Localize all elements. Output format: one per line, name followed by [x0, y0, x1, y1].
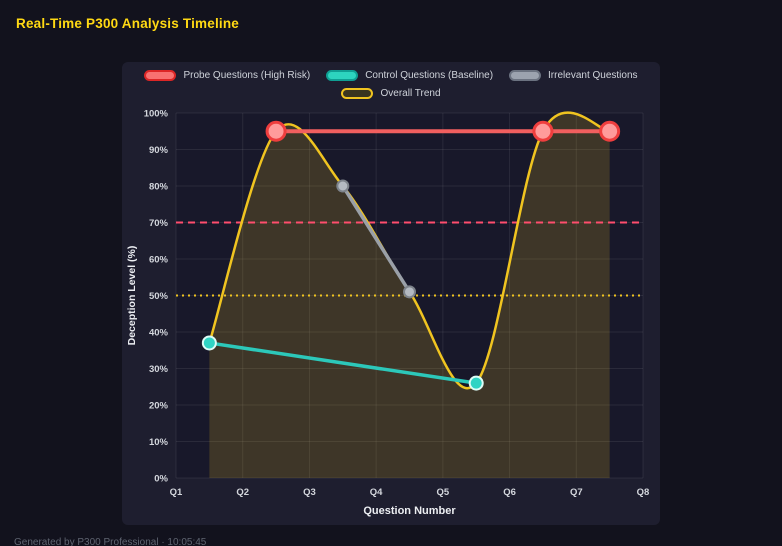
chart-legend: Probe Questions (High Risk) Control Quest… [122, 70, 660, 99]
irrelevant-data-point [403, 285, 416, 299]
x-tick-label: Q7 [570, 487, 583, 498]
irrelevant-line [341, 184, 412, 294]
legend-swatch-control [326, 70, 359, 81]
x-tick-label: Q6 [503, 487, 516, 498]
control-data-point [468, 375, 484, 391]
y-tick-label: 0% [154, 474, 168, 485]
legend-swatch-trend [341, 88, 374, 99]
legend-swatch-irrelevant [509, 70, 542, 81]
y-tick-label: 60% [149, 255, 169, 266]
footer-note: Generated by P300 Professional · 10:05:4… [14, 537, 207, 546]
chart-panel: Probe Questions (High Risk) Control Quest… [122, 62, 660, 525]
probe-data-point [599, 120, 621, 142]
chart-canvas: 0% 10% 20% 30% 40% 50% 60% 70% 80% 90% 100% Q1 Q2 Q3 Q… [126, 109, 650, 518]
legend-swatch-probe [144, 70, 177, 81]
legend-item-irrelevant[interactable]: Irrelevant Questions [509, 70, 638, 81]
y-tick-label: 30% [149, 364, 169, 375]
legend-label-trend: Overall Trend [380, 88, 441, 99]
x-tick-label: Q3 [303, 487, 316, 498]
irrelevant-data-point [336, 179, 350, 193]
x-axis-title: Question Number [363, 505, 456, 517]
y-tick-label: 100% [144, 109, 169, 120]
legend-item-probe[interactable]: Probe Questions (High Risk) [144, 70, 310, 81]
probe-data-point [265, 120, 287, 142]
x-tick-label: Q2 [236, 487, 249, 498]
page-title: Real-Time P300 Analysis Timeline [16, 16, 240, 31]
legend-item-trend[interactable]: Overall Trend [341, 88, 441, 99]
y-tick-label: 40% [149, 328, 169, 339]
control-data-point [201, 335, 217, 351]
y-tick-label: 20% [149, 401, 169, 412]
y-tick-label: 50% [149, 291, 169, 302]
x-tick-label: Q5 [437, 487, 450, 498]
x-tick-label: Q8 [637, 487, 650, 498]
y-tick-label: 80% [149, 182, 169, 193]
legend-label-probe: Probe Questions (High Risk) [183, 70, 311, 81]
legend-label-control: Control Questions (Baseline) [365, 70, 494, 81]
y-tick-label: 70% [149, 218, 169, 229]
y-axis-title: Deception Level (%) [126, 246, 138, 346]
y-tick-label: 90% [149, 145, 169, 156]
legend-item-control[interactable]: Control Questions (Baseline) [326, 70, 493, 81]
legend-label-irrelevant: Irrelevant Questions [548, 70, 638, 81]
x-tick-label: Q4 [370, 487, 383, 498]
probe-data-point [532, 120, 554, 142]
control-line [207, 341, 478, 385]
x-tick-label: Q1 [170, 487, 183, 498]
y-tick-label: 10% [149, 437, 169, 448]
